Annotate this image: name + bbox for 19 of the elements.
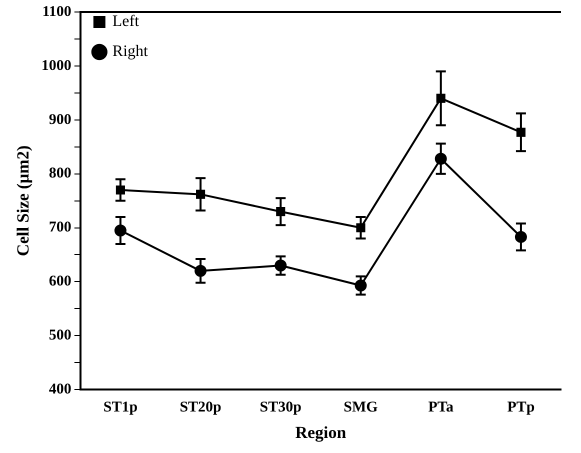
y-tick-label: 1100: [42, 4, 72, 20]
y-tick-label: 400: [48, 381, 72, 398]
x-tick-label: SMG: [344, 399, 378, 416]
y-tick-label: 800: [48, 166, 72, 182]
y-tick-label: 900: [48, 112, 72, 128]
y-tick-label: 500: [48, 328, 72, 344]
y-axis-title: Cell Size (µm2): [14, 145, 33, 256]
y-tick-label: 600: [48, 274, 72, 290]
point: [356, 223, 366, 232]
y-tick-label: 700: [48, 220, 72, 236]
x-tick-label: PTa: [428, 399, 454, 416]
x-axis-title: Region: [295, 423, 347, 442]
x-tick-label: ST30p: [260, 399, 302, 416]
y-tick-label: 1000: [41, 58, 72, 74]
x-tick-label: ST1p: [103, 399, 138, 416]
legend-label: Left: [112, 13, 140, 30]
x-tick-label: PTp: [507, 399, 535, 416]
legend-label: Right: [112, 43, 149, 60]
x-tick-label: ST20p: [180, 399, 222, 416]
